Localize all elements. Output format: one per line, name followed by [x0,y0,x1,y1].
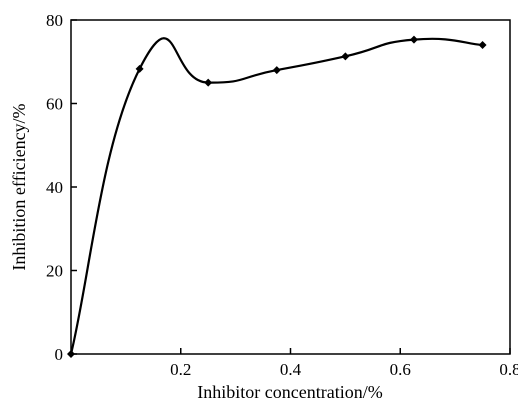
y-tick-label: 80 [46,11,63,30]
data-point-marker [478,41,487,50]
y-axis-title: Inhibition efficiency/% [9,103,29,270]
y-tick-label: 60 [46,95,63,114]
x-tick-label: 0.4 [280,360,302,379]
y-axis-ticks: 0 20 40 60 80 [46,11,77,364]
data-point-marker [67,350,75,358]
x-tick-label: 0.8 [499,360,518,379]
series-line [69,37,484,356]
data-markers [67,35,487,358]
y-tick-label: 0 [55,345,64,364]
data-point-marker [272,66,281,75]
data-point-marker [409,35,418,44]
x-axis-title: Inhibitor concentration/% [197,382,382,402]
y-tick-label: 40 [46,178,63,197]
y-tick-label: 20 [46,262,63,281]
data-point-marker [135,64,144,73]
x-axis-ticks: 0.2 0.4 0.6 0.8 [170,348,518,379]
x-tick-label: 0.6 [390,360,411,379]
data-point-marker [341,52,350,61]
x-tick-label: 0.2 [170,360,191,379]
data-point-marker [204,78,213,87]
